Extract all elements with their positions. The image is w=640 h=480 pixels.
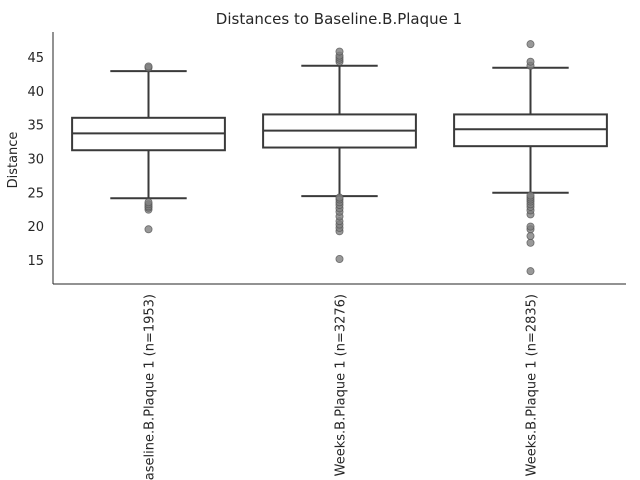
y-tick-label: 20 [27,220,44,235]
y-tick-label: 45 [27,51,44,66]
plot-area: 15 20 25 30 35 40 45 Baseline.B.Plaque 1 (n=195… [27,32,626,480]
y-tick-label: 40 [27,85,44,100]
y-tick-label: 25 [27,186,44,201]
x-category-label: Weeks.B.Plaque 1 (n=3276) [334,294,349,476]
outlier-point [335,193,344,202]
outlier-point [526,238,535,247]
outlier-point [526,222,535,231]
outlier-point [526,267,535,276]
outlier-point [526,57,535,66]
y-tick-label: 15 [27,254,44,269]
outlier-point [335,47,344,56]
outlier-point [144,62,153,71]
outlier-point [144,198,153,207]
y-tick-label: 35 [27,119,44,134]
outlier-point [526,232,535,241]
box-iqr [453,113,608,148]
y-axis-label: Distance [6,132,21,189]
outlier-point [144,225,153,234]
chart-title: Distances to Baseline.B.Plaque 1 [216,10,462,28]
outlier-point [335,255,344,264]
x-category-label: Baseline.B.Plaque 1 (n=1953) [143,294,158,480]
outlier-point [526,40,535,49]
x-category-label: Weeks.B.Plaque 1 (n=2835) [525,294,540,476]
outlier-point [526,191,535,200]
y-tick-label: 30 [27,153,44,168]
